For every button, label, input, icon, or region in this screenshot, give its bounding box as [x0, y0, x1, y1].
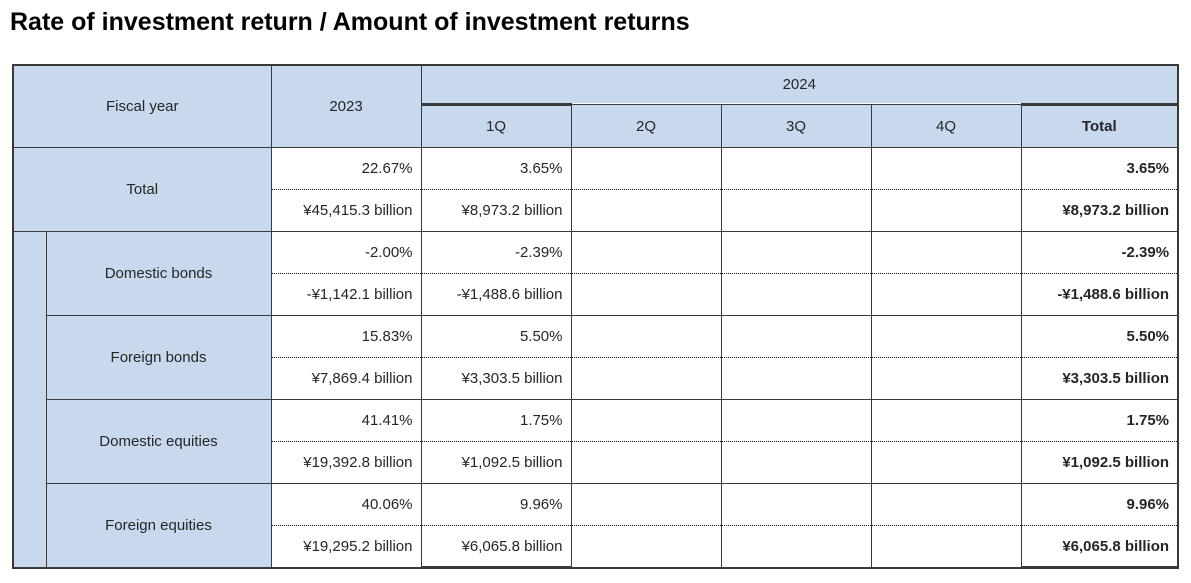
- amount-cell-2q: [570, 525, 722, 569]
- column-header-2q: 2Q: [570, 104, 722, 149]
- row-label: Total: [12, 147, 272, 232]
- column-header-2023: 2023: [270, 64, 422, 149]
- table-row-rate: Foreign bonds 15.83% 5.50% 5.50%: [13, 315, 1179, 401]
- rate-cell-total: 5.50%: [1020, 315, 1179, 359]
- indent-strip: [12, 231, 47, 569]
- rate-cell-4q: [870, 231, 1022, 275]
- rate-cell-3q: [720, 147, 872, 191]
- rate-cell-3q: [720, 483, 872, 527]
- column-group-header-2024: 2024: [420, 64, 1179, 106]
- rate-cell-4q: [870, 315, 1022, 359]
- amount-cell-total: ¥8,973.2 billion: [1020, 189, 1179, 233]
- amount-cell-4q: [870, 441, 1022, 485]
- amount-cell-1q: ¥1,092.5 billion: [420, 441, 572, 485]
- amount-cell-fy2023: ¥19,295.2 billion: [270, 525, 422, 569]
- table-row-rate: Total 22.67% 3.65% 3.65%: [12, 147, 1179, 232]
- rate-cell-3q: [720, 231, 872, 275]
- column-header-4q: 4Q: [870, 104, 1022, 149]
- amount-cell-4q: [870, 189, 1022, 233]
- row-label: Domestic bonds: [45, 231, 272, 317]
- table-row-amount: ¥45,415.3 billion ¥8,973.2 billion ¥8,97…: [13, 189, 1179, 233]
- amount-cell-fy2023: ¥19,392.8 billion: [270, 441, 422, 485]
- amount-cell-1q: -¥1,488.6 billion: [420, 273, 572, 317]
- amount-cell-total: ¥1,092.5 billion: [1020, 441, 1179, 485]
- rate-cell-2q: [570, 147, 722, 191]
- rate-cell-1q: 5.50%: [420, 315, 572, 359]
- table-row-amount: ¥19,392.8 billion ¥1,092.5 billion ¥1,09…: [13, 441, 1179, 485]
- rate-cell-1q: 9.96%: [420, 483, 572, 527]
- amount-cell-3q: [720, 525, 872, 569]
- amount-cell-fy2023: ¥7,869.4 billion: [270, 357, 422, 401]
- investment-returns-table: Fiscal year 2023 2024 1Q 2Q 3Q 4Q Total …: [12, 63, 1180, 570]
- column-header-1q: 1Q: [420, 103, 572, 149]
- table-header-row-groups: Fiscal year 2023 2024: [12, 64, 1179, 149]
- table-row-rate: Domestic equities 41.41% 1.75% 1.75%: [13, 399, 1179, 485]
- amount-cell-3q: [720, 441, 872, 485]
- amount-cell-2q: [570, 357, 722, 401]
- row-label: Foreign bonds: [45, 315, 272, 401]
- fiscal-year-header: Fiscal year: [12, 64, 272, 149]
- rate-cell-2q: [570, 399, 722, 443]
- rate-cell-total: 3.65%: [1020, 147, 1179, 191]
- amount-cell-3q: [720, 357, 872, 401]
- amount-cell-1q: ¥6,065.8 billion: [420, 525, 572, 570]
- rate-cell-4q: [870, 399, 1022, 443]
- amount-cell-total: ¥3,303.5 billion: [1020, 357, 1179, 401]
- column-header-3q: 3Q: [720, 104, 872, 149]
- amount-cell-fy2023: ¥45,415.3 billion: [270, 189, 422, 233]
- rate-cell-2q: [570, 231, 722, 275]
- table-row-amount: -¥1,142.1 billion -¥1,488.6 billion -¥1,…: [13, 273, 1179, 317]
- amount-cell-total: -¥1,488.6 billion: [1020, 273, 1179, 317]
- rate-cell-1q: -2.39%: [420, 231, 572, 275]
- table-row-amount: ¥19,295.2 billion ¥6,065.8 billion ¥6,06…: [13, 525, 1179, 570]
- amount-cell-2q: [570, 189, 722, 233]
- rate-cell-1q: 1.75%: [420, 399, 572, 443]
- amount-cell-3q: [720, 273, 872, 317]
- page: Rate of investment return / Amount of in…: [0, 8, 1191, 570]
- amount-cell-fy2023: -¥1,142.1 billion: [270, 273, 422, 317]
- rate-cell-total: 1.75%: [1020, 399, 1179, 443]
- amount-cell-1q: ¥3,303.5 billion: [420, 357, 572, 401]
- column-header-total: Total: [1020, 103, 1179, 149]
- rate-cell-fy2023: -2.00%: [270, 231, 422, 275]
- amount-cell-4q: [870, 525, 1022, 569]
- amount-cell-3q: [720, 189, 872, 233]
- table-body: Total 22.67% 3.65% 3.65% ¥45,415.3 billi…: [12, 147, 1179, 570]
- rate-cell-4q: [870, 147, 1022, 191]
- amount-cell-total: ¥6,065.8 billion: [1020, 525, 1179, 570]
- rate-cell-2q: [570, 315, 722, 359]
- rate-cell-fy2023: 40.06%: [270, 483, 422, 527]
- amount-cell-2q: [570, 273, 722, 317]
- row-label: Domestic equities: [45, 399, 272, 485]
- amount-cell-2q: [570, 441, 722, 485]
- rate-cell-1q: 3.65%: [420, 147, 572, 191]
- rate-cell-4q: [870, 483, 1022, 527]
- table-row-rate: Foreign equities 40.06% 9.96% 9.96%: [13, 483, 1179, 569]
- page-title: Rate of investment return / Amount of in…: [10, 8, 690, 36]
- row-label: Foreign equities: [45, 483, 272, 569]
- table-row-amount: ¥7,869.4 billion ¥3,303.5 billion ¥3,303…: [13, 357, 1179, 401]
- amount-cell-4q: [870, 273, 1022, 317]
- rate-cell-fy2023: 15.83%: [270, 315, 422, 359]
- amount-cell-4q: [870, 357, 1022, 401]
- rate-cell-2q: [570, 483, 722, 527]
- rate-cell-3q: [720, 315, 872, 359]
- rate-cell-3q: [720, 399, 872, 443]
- table-row-rate: Domestic bonds -2.00% -2.39% -2.39%: [12, 231, 1179, 569]
- rate-cell-fy2023: 41.41%: [270, 399, 422, 443]
- amount-cell-1q: ¥8,973.2 billion: [420, 189, 572, 233]
- rate-cell-total: -2.39%: [1020, 231, 1179, 275]
- rate-cell-fy2023: 22.67%: [270, 147, 422, 191]
- table-header-row-quarters: 1Q 2Q 3Q 4Q Total: [13, 103, 1179, 149]
- rate-cell-total: 9.96%: [1020, 483, 1179, 527]
